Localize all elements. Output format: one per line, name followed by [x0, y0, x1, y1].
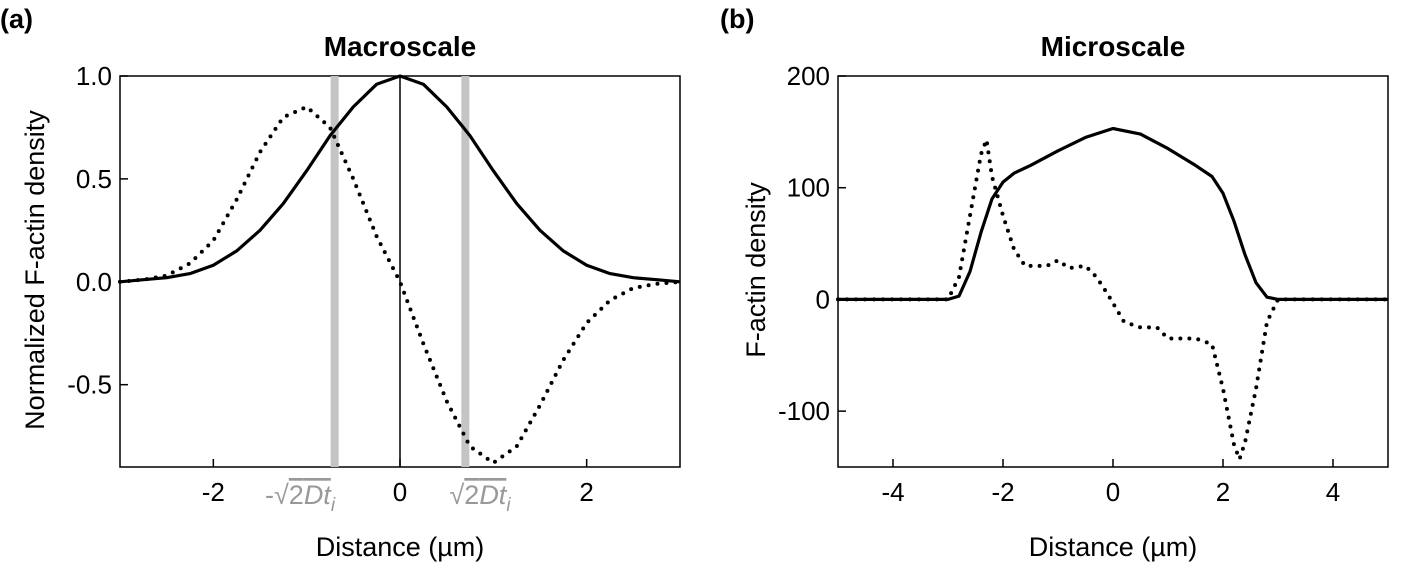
sqrt-2dti-label: √2Dti: [449, 480, 511, 516]
panel-b-y-tick-label: -100: [778, 396, 830, 426]
panel-b-y-ticks: -100 0 100 200: [778, 61, 846, 426]
panel-a-solid-series-line: [119, 74, 681, 284]
panel-b-x-tick-label: 0: [1106, 477, 1120, 507]
panel-b-y-tick-label: 200: [787, 61, 830, 91]
panel-b-y-tick-label: 100: [787, 173, 830, 203]
panel-a-dotted-series-line: [118, 104, 682, 465]
panel-a-y-tick-label: 1.0: [76, 61, 112, 91]
panel-a-y-axis-label: Normalized F-actin density: [20, 110, 50, 430]
panel-a: (a) Macroscale -2 0 2 -0.5 0.0 0.5 1.0 -√2Dti…: [0, 4, 682, 562]
panel-a-y-tick-label: -0.5: [67, 370, 112, 400]
panel-b-x-ticks: -4 -2 0 2 4: [881, 459, 1340, 507]
panel-b-x-axis-label: Distance (µm): [1029, 532, 1198, 562]
panel-b-y-axis-label: F-actin density: [741, 182, 771, 358]
panel-b-x-tick-label: 2: [1216, 477, 1230, 507]
neg-sqrt-2dti-label: -√2Dti: [265, 480, 336, 516]
panel-a-letter: (a): [0, 4, 33, 34]
panel-a-y-tick-label: 0.0: [76, 267, 112, 297]
panel-a-x-axis-label: Distance (µm): [316, 532, 485, 562]
panel-b-title: Microscale: [1041, 31, 1186, 62]
panel-b-plot-frame: [837, 75, 1389, 468]
panel-a-reference-lines: [330, 76, 470, 467]
panel-b-letter: (b): [720, 4, 754, 34]
panel-b-x-tick-label: -2: [991, 477, 1014, 507]
panel-a-y-tick-label: 0.5: [76, 164, 112, 194]
panel-a-x-ticks: -2 0 2: [202, 459, 594, 507]
panel-a-series: [118, 74, 682, 465]
panel-a-x-tick-label: 2: [579, 477, 593, 507]
panel-a-x-tick-label: -2: [202, 477, 225, 507]
panel-b-x-tick-label: -4: [881, 477, 904, 507]
panel-a-title: Macroscale: [324, 31, 477, 62]
panel-b-x-tick-label: 4: [1326, 477, 1340, 507]
panel-a-x-tick-label: 0: [393, 477, 407, 507]
panel-b-series: [836, 126, 1390, 462]
panel-a-y-ticks: -0.5 0.0 0.5 1.0: [67, 61, 128, 400]
panel-b-y-tick-label: 0: [816, 284, 830, 314]
panel-b-dotted-series-line: [836, 137, 1390, 462]
panel-b: (b) Microscale -4 -2 0 2 4 -100 0 100 200 Dista…: [720, 4, 1390, 562]
panel-b-solid-series-line: [838, 126, 1388, 301]
